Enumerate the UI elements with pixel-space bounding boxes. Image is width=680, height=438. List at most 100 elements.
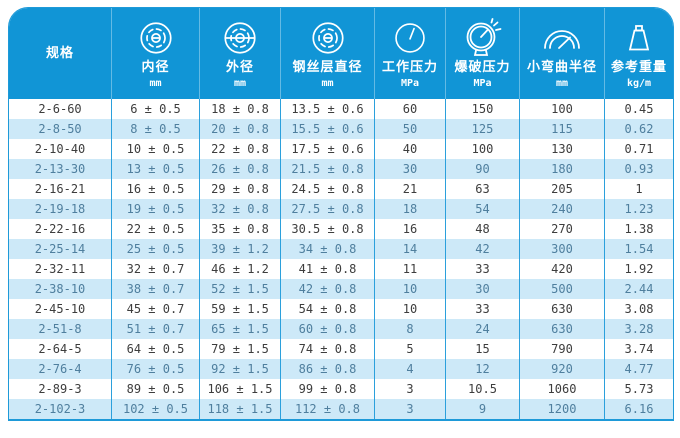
table-row: 2-22-16 22 ± 0.5 35 ± 0.8 30.5 ± 0.8 16 48 270… (9, 219, 673, 239)
cell-inner-diameter: 38 ± 0.7 (111, 279, 199, 299)
cell-outer-diameter: 18 ± 0.8 (199, 99, 280, 119)
table-row: 2-16-21 16 ± 0.5 29 ± 0.8 24.5 ± 0.8 21 63 205… (9, 179, 673, 199)
cell-burst-pressure: 12 (445, 359, 519, 379)
cell-working-pressure: 14 (374, 239, 445, 259)
cell-min-bend-radius: 300 (519, 239, 604, 259)
cell-working-pressure: 3 (374, 379, 445, 399)
header-burst-pressure-label: 爆破压力 (454, 59, 511, 75)
burst-pressure-icon (461, 17, 505, 57)
cell-working-pressure: 18 (374, 199, 445, 219)
cell-outer-diameter: 79 ± 1.5 (199, 339, 280, 359)
cell-burst-pressure: 15 (445, 339, 519, 359)
cell-min-bend-radius: 630 (519, 319, 604, 339)
table-row: 2-13-30 13 ± 0.5 26 ± 0.8 21.5 ± 0.8 30 90 180… (9, 159, 673, 179)
cell-ref-weight: 4.77 (604, 359, 673, 379)
cell-min-bend-radius: 920 (519, 359, 604, 379)
cell-wire-layer-diameter: 34 ± 0.8 (280, 239, 374, 259)
header-burst-pressure: 爆破压力 MPa (445, 8, 519, 99)
cell-spec: 2-13-30 (9, 159, 111, 179)
cell-working-pressure: 8 (374, 319, 445, 339)
cell-min-bend-radius: 500 (519, 279, 604, 299)
table-row: 2-25-14 25 ± 0.5 39 ± 1.2 34 ± 0.8 14 42 300 1.… (9, 239, 673, 259)
cell-inner-diameter: 102 ± 0.5 (111, 399, 199, 419)
cell-ref-weight: 0.62 (604, 119, 673, 139)
table-row: 2-76-4 76 ± 0.5 92 ± 1.5 86 ± 0.8 4 12 920 4.77 (9, 359, 673, 379)
cell-spec: 2-25-14 (9, 239, 111, 259)
cell-burst-pressure: 9 (445, 399, 519, 419)
cell-spec: 2-45-10 (9, 299, 111, 319)
cell-working-pressure: 11 (374, 259, 445, 279)
cell-spec: 2-64-5 (9, 339, 111, 359)
cell-outer-diameter: 46 ± 1.2 (199, 259, 280, 279)
cell-spec: 2-19-18 (9, 199, 111, 219)
table-body: 2-6-60 6 ± 0.5 18 ± 0.8 13.5 ± 0.6 60 150 100 0… (9, 99, 673, 419)
cell-outer-diameter: 52 ± 1.5 (199, 279, 280, 299)
cell-wire-layer-diameter: 60 ± 0.8 (280, 319, 374, 339)
cell-outer-diameter: 65 ± 1.5 (199, 319, 280, 339)
cell-ref-weight: 0.93 (604, 159, 673, 179)
header-outer-diameter-unit: mm (233, 77, 247, 89)
cell-inner-diameter: 13 ± 0.5 (111, 159, 199, 179)
cell-inner-diameter: 89 ± 0.5 (111, 379, 199, 399)
cell-inner-diameter: 19 ± 0.5 (111, 199, 199, 219)
cell-ref-weight: 1.54 (604, 239, 673, 259)
cell-burst-pressure: 10.5 (445, 379, 519, 399)
cell-inner-diameter: 51 ± 0.7 (111, 319, 199, 339)
cell-inner-diameter: 16 ± 0.5 (111, 179, 199, 199)
cell-inner-diameter: 45 ± 0.7 (111, 299, 199, 319)
cell-min-bend-radius: 240 (519, 199, 604, 219)
cell-outer-diameter: 106 ± 1.5 (199, 379, 280, 399)
cell-outer-diameter: 118 ± 1.5 (199, 399, 280, 419)
table-row: 2-10-40 10 ± 0.5 22 ± 0.8 17.5 ± 0.6 40 100 13… (9, 139, 673, 159)
table-row: 2-8-50 8 ± 0.5 20 ± 0.8 15.5 ± 0.6 50 125 115 0… (9, 119, 673, 139)
header-working-pressure-label: 工作压力 (381, 59, 438, 75)
cell-min-bend-radius: 205 (519, 179, 604, 199)
cell-min-bend-radius: 1200 (519, 399, 604, 419)
table-row: 2-19-18 19 ± 0.5 32 ± 0.8 27.5 ± 0.8 18 54 240… (9, 199, 673, 219)
cell-burst-pressure: 150 (445, 99, 519, 119)
header-wire-layer-diameter: 钢丝层直径 mm (280, 8, 374, 99)
cell-burst-pressure: 30 (445, 279, 519, 299)
cell-spec: 2-51-8 (9, 319, 111, 339)
cell-inner-diameter: 10 ± 0.5 (111, 139, 199, 159)
cell-wire-layer-diameter: 27.5 ± 0.8 (280, 199, 374, 219)
cell-outer-diameter: 35 ± 0.8 (199, 219, 280, 239)
cell-min-bend-radius: 420 (519, 259, 604, 279)
hose-spec-table-panel: 规格 内径 mm (8, 7, 674, 421)
working-pressure-icon (392, 19, 428, 57)
header-wire-layer-diameter-label: 钢丝层直径 (292, 59, 363, 75)
wire-layer-diameter-icon (309, 19, 347, 57)
header-ref-weight-label: 参考重量 (610, 59, 667, 75)
cell-outer-diameter: 92 ± 1.5 (199, 359, 280, 379)
cell-min-bend-radius: 1060 (519, 379, 604, 399)
cell-spec: 2-16-21 (9, 179, 111, 199)
header-spec-label: 规格 (45, 46, 74, 61)
header-min-bend-radius-unit: mm (555, 77, 569, 89)
cell-burst-pressure: 100 (445, 139, 519, 159)
cell-ref-weight: 1.38 (604, 219, 673, 239)
cell-spec: 2-8-50 (9, 119, 111, 139)
table-header: 规格 内径 mm (9, 8, 673, 99)
cell-ref-weight: 0.45 (604, 99, 673, 119)
cell-spec: 2-6-60 (9, 99, 111, 119)
cell-ref-weight: 3.74 (604, 339, 673, 359)
cell-outer-diameter: 22 ± 0.8 (199, 139, 280, 159)
cell-outer-diameter: 20 ± 0.8 (199, 119, 280, 139)
cell-min-bend-radius: 180 (519, 159, 604, 179)
cell-burst-pressure: 63 (445, 179, 519, 199)
cell-working-pressure: 10 (374, 279, 445, 299)
table-row: 2-64-5 64 ± 0.5 79 ± 1.5 74 ± 0.8 5 15 790 3.74 (9, 339, 673, 359)
cell-inner-diameter: 25 ± 0.5 (111, 239, 199, 259)
cell-inner-diameter: 6 ± 0.5 (111, 99, 199, 119)
cell-working-pressure: 50 (374, 119, 445, 139)
table-row: 2-89-3 89 ± 0.5 106 ± 1.5 99 ± 0.8 3 10.5 1060… (9, 379, 673, 399)
cell-ref-weight: 1.92 (604, 259, 673, 279)
header-min-bend-radius: 小弯曲半径 mm (519, 8, 604, 99)
cell-min-bend-radius: 115 (519, 119, 604, 139)
cell-ref-weight: 1 (604, 179, 673, 199)
cell-spec: 2-89-3 (9, 379, 111, 399)
cell-burst-pressure: 42 (445, 239, 519, 259)
table-row: 2-32-11 32 ± 0.7 46 ± 1.2 41 ± 0.8 11 33 420 1.… (9, 259, 673, 279)
cell-spec: 2-76-4 (9, 359, 111, 379)
outer-diameter-icon (221, 19, 259, 57)
